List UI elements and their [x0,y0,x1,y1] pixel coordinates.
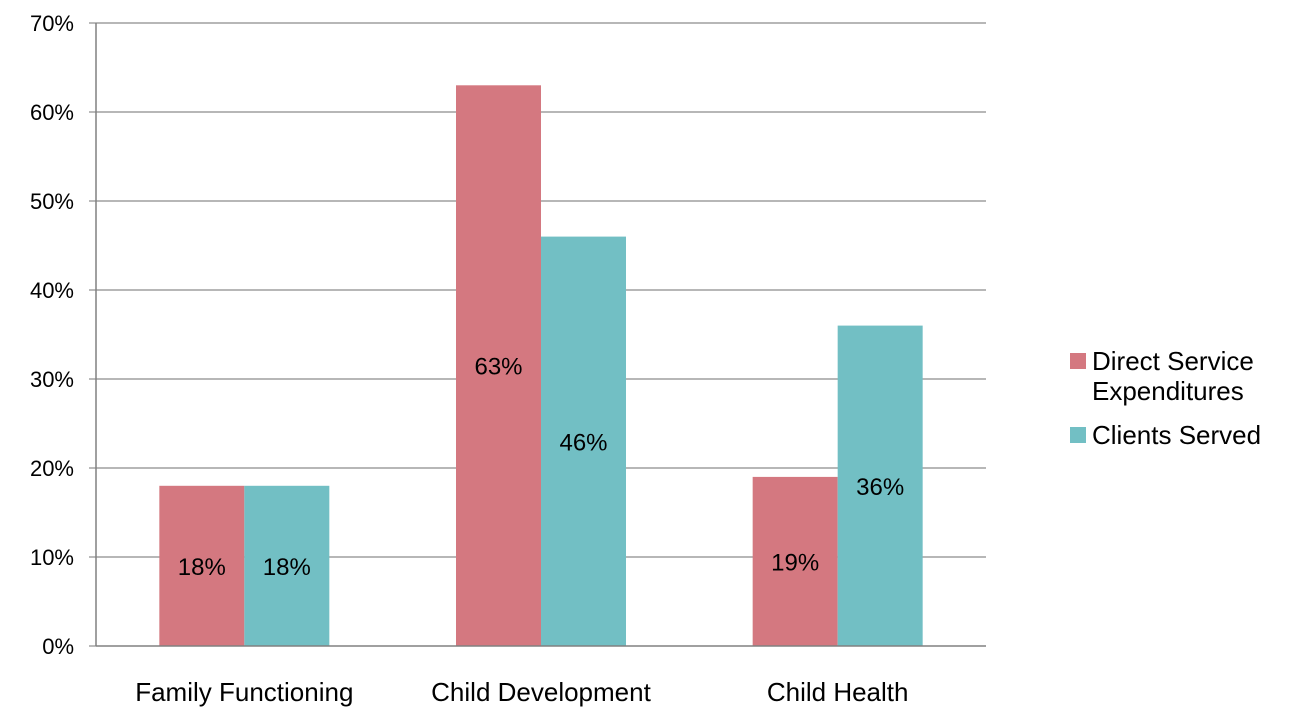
data-label: 18% [263,554,311,581]
bar [541,236,626,646]
y-tick-label: 50% [30,189,74,214]
bar [456,85,541,647]
bar [837,325,923,646]
legend-swatch [1070,427,1086,443]
category-label: Child Health [767,677,909,707]
category-label: Family Functioning [135,677,353,707]
y-axis-ticks: 0% 10% 20% 30% 40% 50% 60% 70% [30,11,74,659]
y-tick-label: 0% [42,634,74,659]
data-label: 36% [856,474,904,501]
y-tick-label: 40% [30,278,74,303]
category-labels: Family Functioning Child Development Child… [135,677,908,707]
legend-label: Clients Served [1092,420,1262,450]
legend-swatch [1070,353,1086,369]
legend-label: Direct Service Expenditures [1092,346,1254,406]
data-label: 18% [178,554,226,581]
bar [752,476,838,646]
legend-item-clients-served: Clients Served [1070,420,1302,450]
data-labels: 18% 18% 63% 46% 19% 36% [178,354,904,581]
legend: Direct Service Expenditures Clients Serv… [1070,346,1302,464]
y-tick-label: 30% [30,367,74,392]
data-label: 63% [474,354,522,381]
bar [244,485,330,646]
legend-item-direct-service-expenditures: Direct Service Expenditures [1070,346,1302,406]
y-tick-label: 60% [30,100,74,125]
bar [159,485,245,646]
data-label: 46% [559,429,607,456]
category-label: Child Development [431,677,651,707]
data-label: 19% [771,549,819,576]
y-tick-label: 20% [30,456,74,481]
bars [159,85,923,647]
y-tick-label: 10% [30,545,74,570]
y-tick-label: 70% [30,11,74,36]
